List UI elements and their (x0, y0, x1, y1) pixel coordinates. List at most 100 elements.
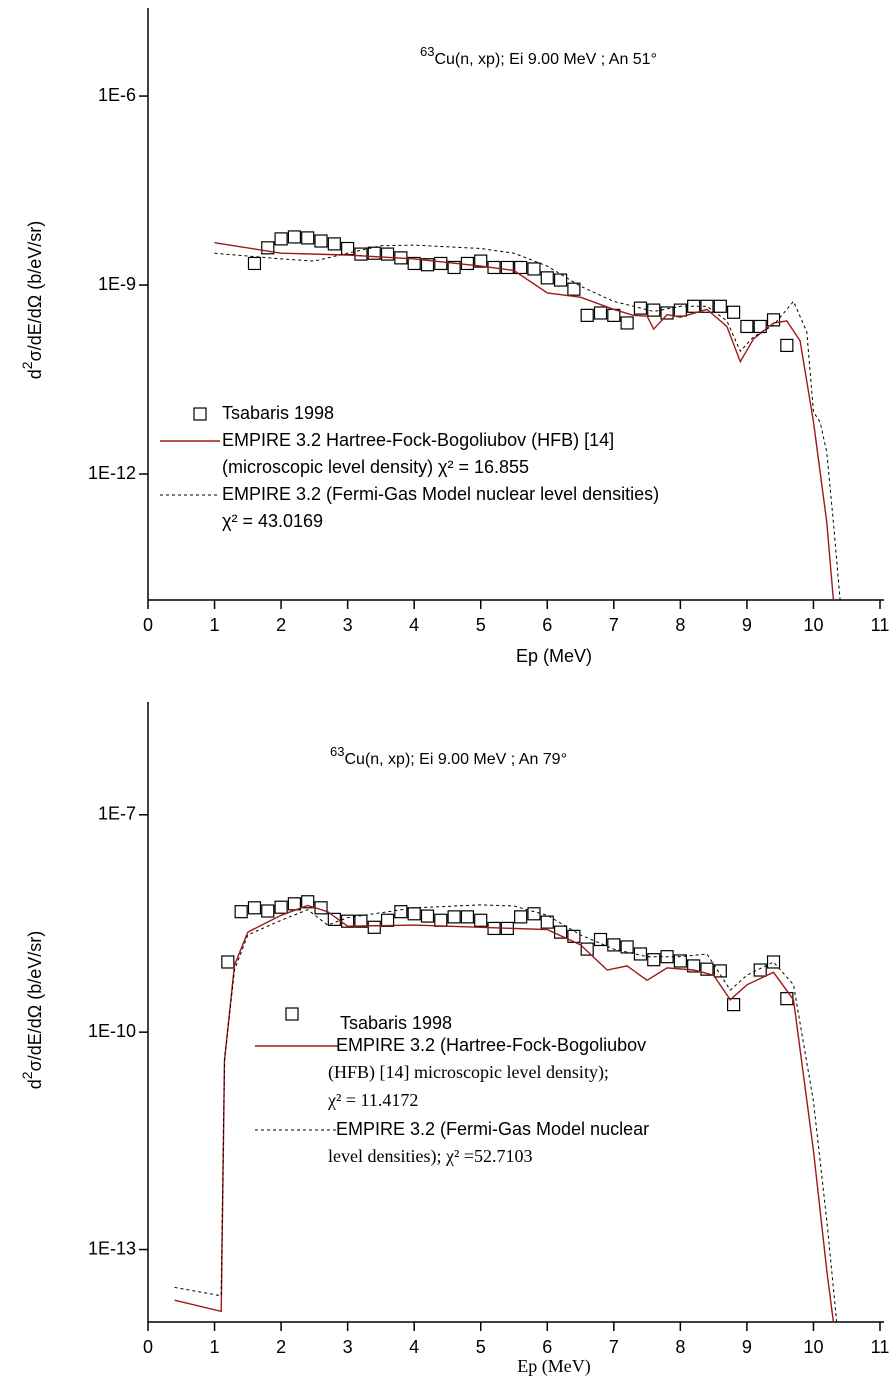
data-line (174, 904, 838, 1323)
data-point (354, 247, 368, 261)
data-point (327, 912, 341, 926)
data-point (647, 953, 661, 967)
data-point (514, 910, 528, 924)
legend-label: χ² = 43.0169 (222, 511, 323, 531)
data-point (540, 271, 554, 285)
data-point (700, 299, 714, 313)
data-point (766, 313, 781, 327)
data-point (740, 319, 754, 334)
data-point (394, 905, 408, 919)
y-tick-label: 1E-9 (98, 274, 136, 294)
data-line (214, 242, 835, 601)
data-point (700, 962, 714, 976)
x-tick-label: 8 (675, 615, 685, 635)
data-point (434, 913, 448, 927)
data-point (447, 910, 461, 924)
data-point (593, 306, 608, 320)
data-point (287, 230, 301, 244)
legend-label: level densities); χ² =52.7103 (328, 1146, 533, 1167)
text-part: d (25, 369, 45, 379)
legend-label: EMPIRE 3.2 (Hartree-Fock-Bogoliubov (336, 1035, 646, 1055)
data-point (580, 942, 594, 956)
data-point (553, 925, 568, 939)
x-tick-label: 4 (409, 1337, 419, 1357)
data-point (420, 258, 435, 272)
data-point (673, 303, 687, 317)
text-part: 63 (420, 44, 434, 59)
data-point (380, 247, 395, 261)
x-axis-label: Ep (MeV) (517, 1356, 590, 1377)
data-point (380, 913, 395, 927)
data-line (214, 244, 841, 601)
data-point (687, 959, 701, 973)
data-point (420, 909, 435, 923)
data-point (673, 954, 687, 968)
data-point (434, 256, 448, 271)
data-point (274, 232, 288, 246)
data-point (460, 910, 475, 924)
legend-label: EMPIRE 3.2 (Fermi-Gas Model nuclear leve… (222, 484, 659, 504)
data-line (174, 904, 835, 1323)
data-point (221, 955, 235, 969)
data-point (633, 947, 648, 961)
data-point (527, 907, 541, 921)
y-axis-label: d2σ/dE/dΩ (b/eV/sr) (19, 221, 45, 379)
x-tick-label: 6 (542, 615, 552, 635)
data-point (234, 905, 248, 919)
data-point (780, 338, 794, 353)
x-tick-label: 10 (803, 615, 823, 635)
data-point (753, 319, 767, 334)
x-tick-label: 1 (210, 615, 220, 635)
legend-label: (HFB) [14] microscopic level density); (328, 1062, 609, 1083)
data-point (327, 237, 341, 251)
y-tick-label: 1E-6 (98, 85, 136, 105)
data-point (514, 260, 528, 275)
x-tick-label: 11 (871, 615, 890, 635)
y-axis-label: d2σ/dE/dΩ (b/eV/sr) (19, 931, 45, 1089)
data-point (460, 256, 475, 271)
legend-marker (285, 1007, 299, 1021)
y-tick-label: 1E-12 (88, 463, 136, 483)
data-point (647, 303, 661, 317)
data-point (474, 254, 488, 268)
data-point (567, 282, 581, 296)
text-part: 2 (19, 361, 35, 369)
x-tick-label: 3 (343, 1337, 353, 1357)
text-part: d (25, 1079, 45, 1089)
y-tick-label: 1E-13 (88, 1238, 136, 1258)
x-tick-label: 2 (276, 615, 286, 635)
data-point (367, 920, 381, 934)
data-point (620, 316, 634, 330)
data-point (713, 299, 727, 313)
data-point (447, 260, 461, 275)
x-tick-label: 9 (742, 1337, 752, 1357)
text-part: 2 (19, 1071, 35, 1079)
data-point (407, 907, 421, 921)
data-point (766, 955, 781, 969)
legend-label: EMPIRE 3.2 (Fermi-Gas Model nuclear (336, 1119, 649, 1139)
data-point (274, 900, 288, 914)
data-point (354, 914, 368, 928)
y-tick-label: 1E-7 (98, 804, 136, 824)
data-point (726, 305, 741, 319)
text-part: Cu(n, xp); Ei 9.00 MeV ; An 79° (344, 751, 567, 768)
legend-label: χ² = 11.4172 (327, 1090, 418, 1110)
x-tick-label: 2 (276, 1337, 286, 1357)
text-part: σ/dE/dΩ (b/eV/sr) (25, 931, 45, 1072)
data-point (553, 273, 568, 287)
data-point (474, 913, 488, 927)
x-tick-label: 10 (803, 1337, 823, 1357)
data-point (314, 234, 328, 248)
legend-label: Tsabaris 1998 (340, 1013, 452, 1033)
x-tick-label: 1 (210, 1337, 220, 1357)
x-tick-label: 8 (675, 1337, 685, 1357)
data-point (713, 964, 727, 978)
x-tick-label: 6 (542, 1337, 552, 1357)
data-point (500, 260, 514, 275)
data-point (247, 256, 262, 271)
y-tick-label: 1E-10 (88, 1021, 136, 1041)
text-part: 63 (330, 744, 344, 759)
chart-title: 63Cu(n, xp); Ei 9.00 MeV ; An 79° (330, 744, 567, 768)
x-tick-label: 9 (742, 615, 752, 635)
